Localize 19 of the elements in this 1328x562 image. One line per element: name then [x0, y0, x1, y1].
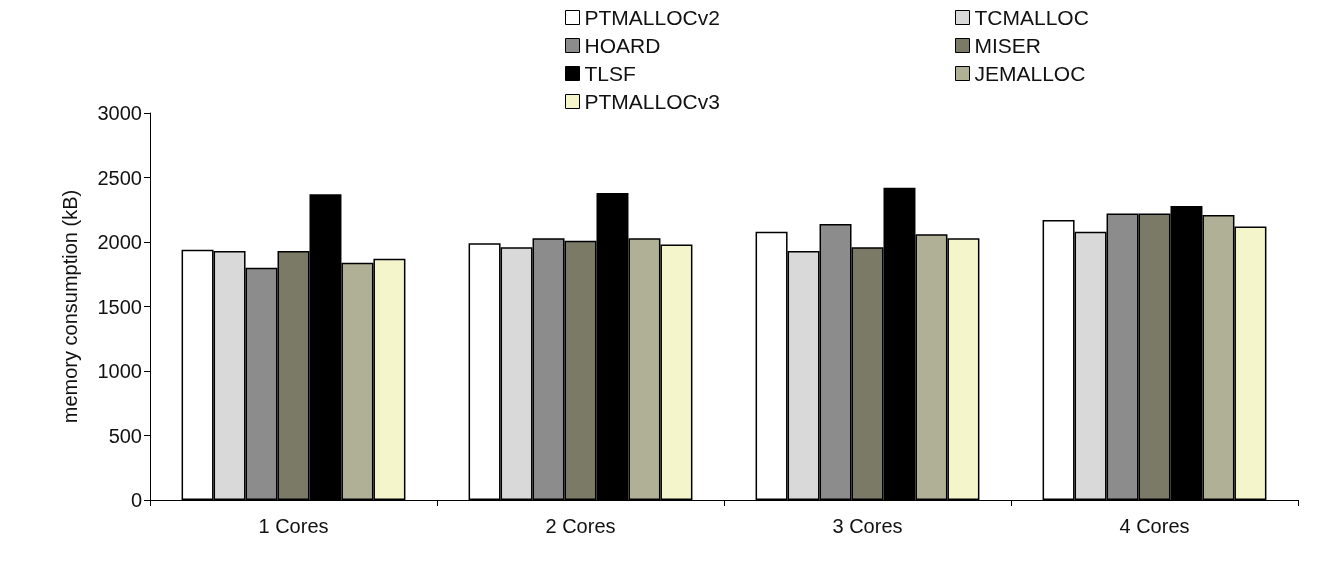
y-tick-label: 2500 [97, 166, 142, 189]
y-tick-label: 1500 [97, 295, 142, 318]
x-tick-label: 3 Cores [832, 515, 903, 537]
y-axis-title: memory consumption (kB) [59, 189, 81, 424]
x-tick-label: 2 Cores [545, 515, 616, 537]
legend-label: HOARD [584, 34, 661, 57]
y-tick-label: 2000 [97, 231, 142, 253]
x-tick-label: 4 Cores [1119, 515, 1190, 537]
x-tick-label: 1 Cores [258, 515, 329, 537]
y-tick-label: 500 [108, 424, 142, 447]
legend-label: TCMALLOC [974, 6, 1089, 29]
y-tick-label: 3000 [97, 102, 142, 124]
legend-label: PTMALLOCv2 [584, 6, 720, 29]
legend-label: TLSF [584, 62, 636, 85]
legend-label: MISER [974, 34, 1042, 57]
legend-label: JEMALLOC [974, 62, 1086, 85]
legend-label: PTMALLOCv3 [584, 90, 720, 113]
y-tick-label: 1000 [97, 360, 142, 382]
y-tick-label: 0 [130, 489, 142, 511]
